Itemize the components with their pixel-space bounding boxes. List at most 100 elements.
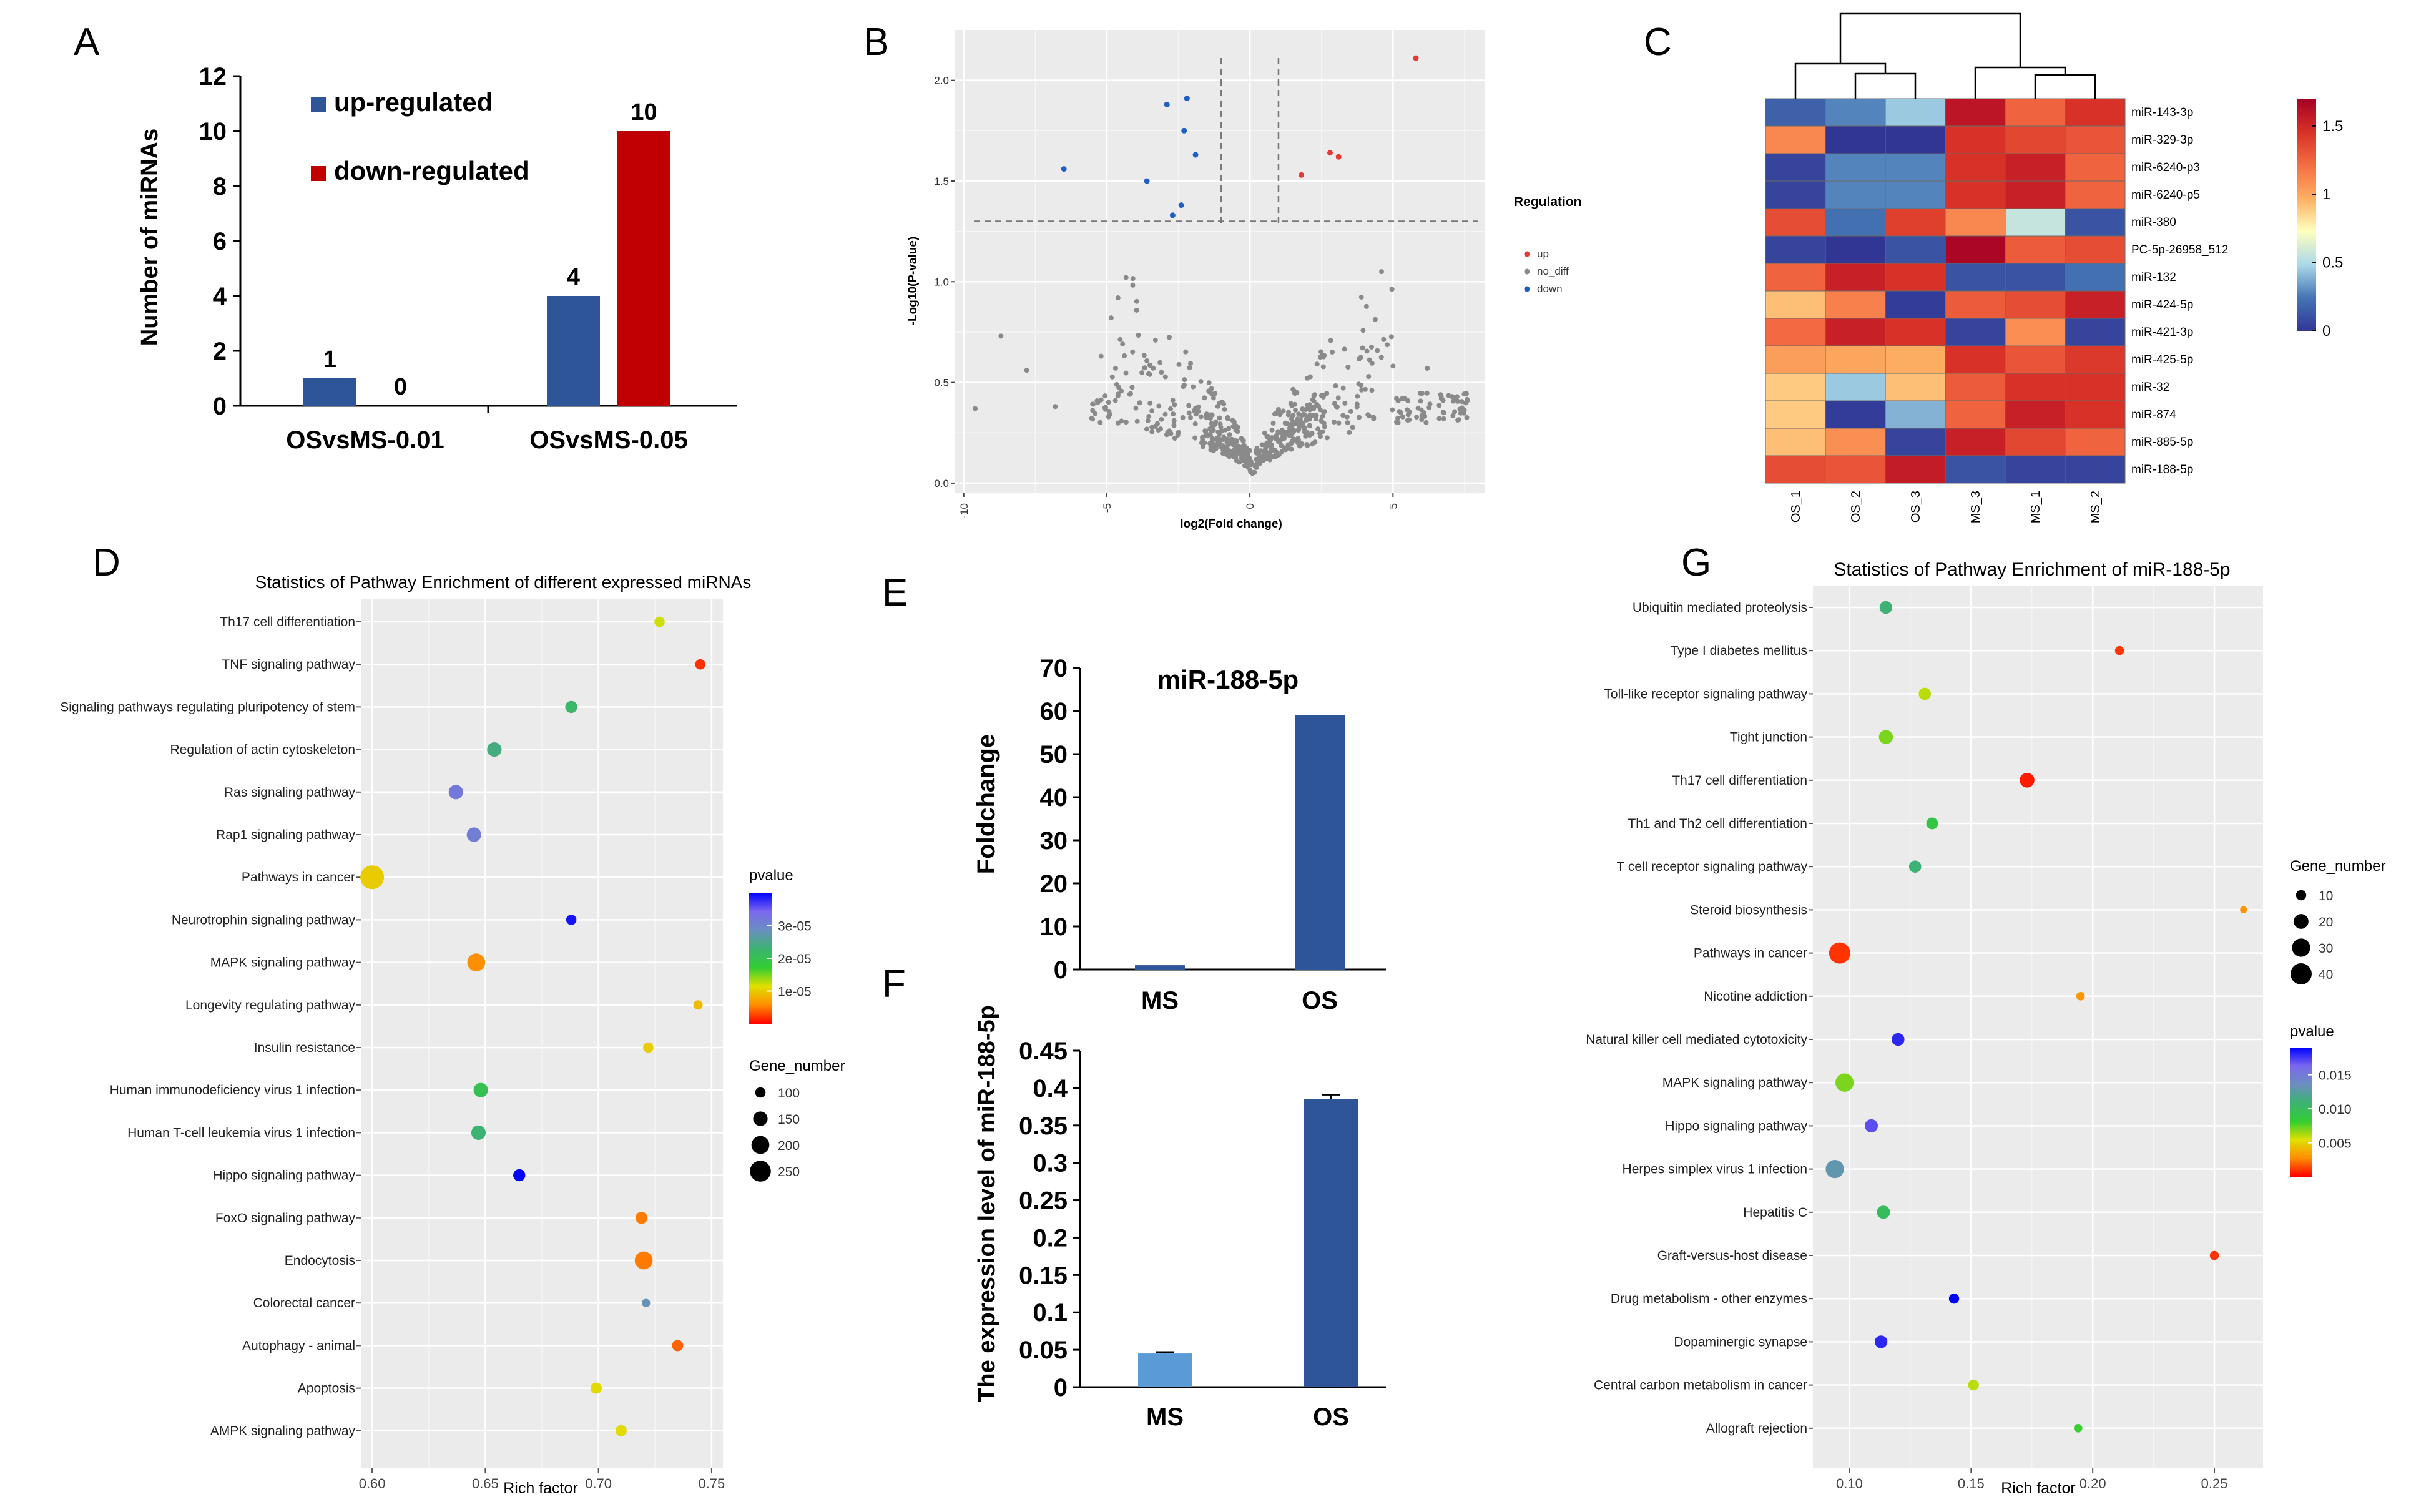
panel-a-y-tick-label: 4	[213, 283, 227, 310]
panel-b-point-no-diff	[1436, 416, 1442, 421]
panel-b-point-no-diff	[1399, 396, 1405, 401]
panel-b-point-no-diff	[1295, 416, 1300, 422]
panel-b-point-no-diff	[1298, 423, 1304, 429]
panel-b-point-no-diff	[1130, 349, 1136, 355]
panel-b-x-tick-label: -10	[958, 503, 970, 519]
panel-b-legend-title: Regulation	[1514, 195, 1582, 209]
panel-b-point-no-diff	[1311, 404, 1317, 410]
panel-d-category-label: Ras signaling pathway	[224, 785, 356, 800]
panel-b-point-no-diff	[1159, 416, 1164, 422]
panel-a-bar-value-label: 10	[631, 99, 657, 125]
panel-b-point-no-diff	[1362, 386, 1368, 392]
panel-d-dot	[654, 616, 665, 627]
panel-b-point-no-diff	[1307, 407, 1313, 413]
panel-b-point-no-diff	[1097, 420, 1103, 425]
panel-a-y-axis-title: Number of miRNAs	[137, 129, 163, 346]
panel-b-legend-label: down	[1537, 283, 1563, 295]
panel-b-point-no-diff	[1336, 420, 1342, 426]
panel-b-point-no-diff	[1102, 393, 1108, 399]
panel-g-x-axis-title: Rich factor	[2001, 1480, 2075, 1497]
panel-g-category-label: Dopaminergic synapse	[1674, 1335, 1807, 1349]
panel-b-point-no-diff	[1119, 418, 1124, 424]
panel-b-point-no-diff	[1292, 407, 1298, 413]
panel-b-point-no-diff	[1395, 398, 1401, 404]
panel-d-category-label: Hippo signaling pathway	[213, 1169, 355, 1183]
panel-c-heatmap-cell	[2005, 263, 2066, 292]
panel-c-heatmap-cell	[1945, 428, 2006, 456]
panel-c-heatmap-cell	[2065, 290, 2126, 319]
panel-b-point-no-diff	[1136, 333, 1141, 338]
panel-b-point-no-diff	[1147, 363, 1153, 368]
panel-b-point-no-diff	[1287, 426, 1292, 431]
panel-b-point-no-diff	[1419, 417, 1425, 423]
panel-f-category-label: MS	[1146, 1403, 1184, 1431]
panel-g-category-label: Tight junction	[1730, 730, 1807, 745]
panel-b-point-no-diff	[1198, 414, 1204, 420]
panel-b-point-no-diff	[1208, 447, 1214, 453]
panel-d-category-label: FoxO signaling pathway	[215, 1211, 356, 1225]
panel-c-heatmap-cell	[1885, 290, 1946, 319]
panel-b-point-no-diff	[1171, 411, 1176, 417]
panel-b-point-up	[1413, 55, 1419, 61]
panel-b-point-no-diff	[1109, 374, 1115, 380]
panel-g-dot	[2076, 992, 2085, 1001]
panel-b-point-no-diff	[1130, 282, 1136, 288]
panel-b-point-no-diff	[1311, 413, 1317, 418]
panel-d-size-legend-dot	[751, 1136, 770, 1154]
panel-b-point-no-diff	[1115, 295, 1121, 301]
panel-b-point-no-diff	[1198, 378, 1204, 384]
panel-c-heatmap-cell	[1825, 455, 1886, 484]
panel-c-heatmap-cell	[1885, 263, 1946, 292]
panel-c-heatmap-cell	[1945, 208, 2006, 237]
panel-b-point-no-diff	[1129, 385, 1135, 390]
panel-b-legend-key	[1524, 286, 1530, 292]
panel-b-legend-label: no_diff	[1537, 265, 1569, 277]
panel-c-row-label: miR-380	[2131, 216, 2176, 229]
panel-e-category-label: MS	[1141, 987, 1179, 1014]
panel-b-point-no-diff	[1292, 401, 1297, 407]
panel-b-point-no-diff	[1334, 404, 1340, 410]
panel-b-point-no-diff	[1188, 360, 1194, 366]
panel-d-dot	[590, 1382, 602, 1394]
panel-b-point-no-diff	[1241, 458, 1247, 464]
panel-c-row-label: miR-874	[2131, 408, 2176, 421]
panel-b-point-no-diff	[1193, 411, 1199, 417]
panel-c-column-label: MS_2	[2089, 491, 2103, 523]
panel-b-point-no-diff	[1181, 384, 1186, 390]
panel-b-point-no-diff	[1170, 398, 1176, 403]
panel-b-y-axis-title: -Log10(P-value)	[906, 237, 920, 326]
panel-b-point-no-diff	[1340, 413, 1346, 418]
panel-b-point-no-diff	[1302, 430, 1307, 435]
panel-g-colorbar-tick-label: 0.010	[2319, 1102, 2352, 1117]
panel-b-point-no-diff	[1186, 403, 1192, 408]
panel-a-y-tick-label: 10	[199, 118, 227, 145]
panel-b-point-down	[1164, 101, 1170, 107]
panel-c-heatmap-cell	[1885, 153, 1946, 182]
panel-g-category-label: Nicotine addiction	[1704, 989, 1807, 1004]
panel-b-point-no-diff	[1299, 413, 1304, 418]
panel-c-row-label: miR-32	[2131, 381, 2169, 394]
panel-b-point-no-diff	[1272, 447, 1277, 453]
panel-b-point-no-diff	[1221, 451, 1227, 457]
panel-g-category-label: Herpes simplex virus 1 infection	[1623, 1162, 1807, 1177]
panel-b-point-no-diff	[1239, 444, 1245, 450]
panel-b-point-no-diff	[1149, 429, 1155, 434]
panel-g-category-label: Natural killer cell mediated cytotoxicit…	[1586, 1033, 1807, 1047]
panel-a-bar	[547, 296, 600, 406]
panel-c-heatmap-cell	[1885, 400, 1946, 429]
panel-e-y-tick-label: 40	[1040, 784, 1068, 812]
panel-g-x-tick-label: 0.25	[2201, 1476, 2228, 1491]
panel-b-point-no-diff	[1364, 348, 1370, 354]
panel-b-point-no-diff	[1285, 412, 1291, 418]
panel-c-heatmap-cell	[1825, 125, 1886, 154]
panel-b-y-tick-label: 1.5	[934, 175, 949, 187]
panel-d-category-label: Longevity regulating pathway	[185, 998, 356, 1013]
panel-b-point-no-diff	[1231, 437, 1237, 443]
panel-b-point-no-diff	[1213, 444, 1219, 449]
panel-e-category-label: OS	[1302, 987, 1338, 1014]
panel-b-point-no-diff	[1441, 416, 1446, 421]
panel-a-bar	[303, 378, 356, 406]
panel-c-heatmap-cell	[1885, 125, 1946, 154]
panel-b-point-no-diff	[1389, 287, 1395, 292]
panel-g-category-label: Type I diabetes mellitus	[1671, 644, 1807, 658]
